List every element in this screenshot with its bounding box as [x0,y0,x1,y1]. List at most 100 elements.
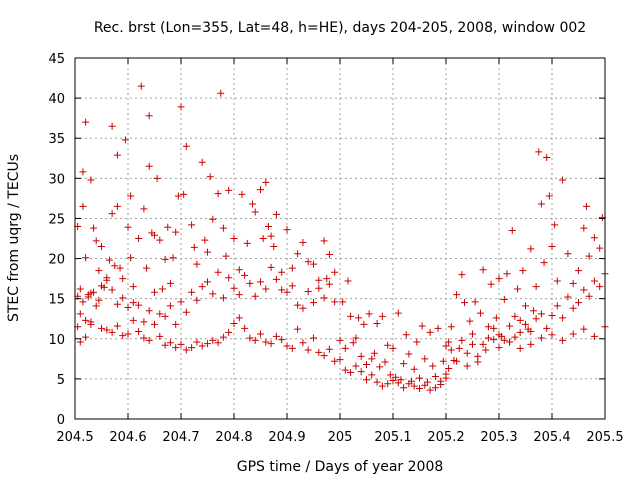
data-point [198,158,206,166]
data-point [458,336,466,344]
data-point [537,334,545,342]
data-point [447,346,455,354]
data-point [389,376,397,384]
x-tick-label: 205.4 [533,430,570,445]
data-point [315,284,323,292]
data-point [320,352,328,360]
data-point [177,340,185,348]
data-point [76,338,84,346]
data-point [532,315,540,323]
data-point [98,282,105,290]
data-point [447,323,455,331]
data-point [166,279,174,287]
data-point [590,277,598,285]
x-axis-label: GPS time / Days of year 2008 [237,459,444,475]
data-point [495,344,503,352]
data-point [283,288,291,296]
y-tick-label: 35 [48,132,65,147]
data-point [251,336,259,344]
data-point [79,298,87,306]
data-point [461,299,469,307]
x-tick-label: 205.2 [427,430,464,445]
data-point [158,285,166,293]
x-tick-label: 204.8 [215,430,252,445]
data-point [400,360,408,368]
data-point [537,310,545,318]
data-point [124,330,132,338]
data-point [140,334,148,342]
data-point [336,356,344,364]
data-point [204,248,211,256]
data-point [331,357,339,365]
y-tick-label: 5 [57,373,65,388]
data-point [553,277,561,285]
data-point [272,332,280,340]
data-point [193,260,201,268]
data-point [76,310,84,318]
x-tick-label: 204.9 [268,430,305,445]
data-point [474,358,482,366]
data-point [164,223,172,231]
data-point [137,82,145,90]
data-point [87,176,95,184]
x-tick-label: 204.6 [109,430,146,445]
data-point [466,317,474,325]
data-point [378,312,386,320]
data-point [172,228,180,236]
data-point [357,352,365,360]
data-point [119,332,127,340]
x-tick-label: 204.5 [56,430,93,445]
data-point [145,336,153,344]
data-point [156,310,164,318]
data-point [535,148,543,156]
data-point [378,382,386,390]
data-point [310,299,317,307]
data-point [87,289,95,297]
data-point [325,251,333,259]
data-points [74,82,609,394]
data-point [559,314,567,322]
data-point [267,340,275,348]
data-point [320,294,328,302]
data-point [272,210,280,218]
data-point [241,271,249,279]
data-point [209,290,217,298]
data-point [156,236,164,244]
data-point [437,377,445,385]
data-point [548,331,556,339]
data-point [95,267,103,275]
data-point [161,341,169,349]
data-point [262,178,270,186]
data-point [529,307,537,315]
data-point [182,308,190,316]
data-point [230,235,238,242]
data-point [564,250,572,258]
data-point [310,334,317,342]
data-point [429,362,437,370]
data-point [519,267,527,275]
data-point [272,275,280,283]
data-point [188,221,196,229]
data-point [564,293,572,301]
data-point [299,239,307,247]
data-point [479,266,487,274]
data-point [522,302,529,310]
data-point [522,320,529,328]
data-point [257,186,264,194]
data-point [506,322,514,330]
data-point [476,309,484,317]
data-point [166,339,174,347]
data-point [169,254,177,262]
data-point [235,291,243,299]
data-point [469,330,476,338]
data-point [508,226,516,234]
data-point [484,334,492,342]
data-point [82,333,90,341]
data-point [304,258,312,266]
data-point [484,323,492,331]
data-point [172,344,180,352]
data-point [463,362,471,370]
data-point [124,223,132,231]
data-point [368,355,376,363]
data-point [140,205,148,213]
